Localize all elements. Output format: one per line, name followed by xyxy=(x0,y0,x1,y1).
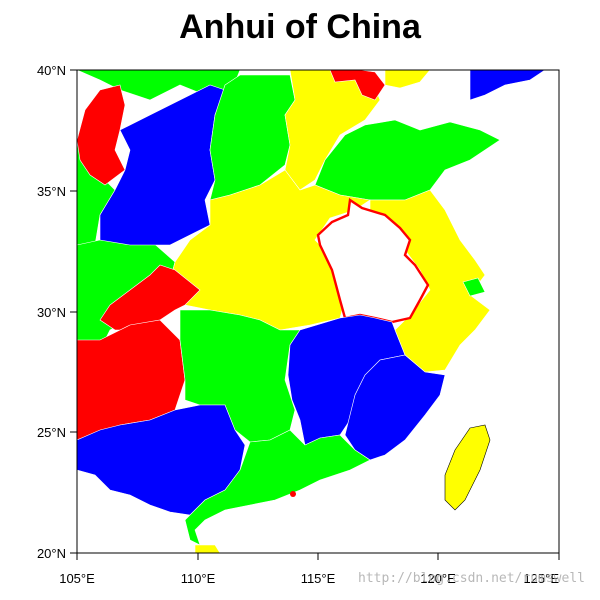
region-guangdong xyxy=(184,429,371,546)
region-shanghai xyxy=(462,277,486,297)
lon-axis: 105°E 110°E 115°E 120°E 125°E xyxy=(59,553,560,586)
lat-axis: 40°N 35°N 30°N 25°N 20°N xyxy=(37,63,77,561)
region-hainan xyxy=(194,544,221,553)
lat-tick-label: 35°N xyxy=(37,184,66,199)
region-taiwan xyxy=(444,424,491,511)
region-northeast xyxy=(469,70,546,101)
watermark-text: http://blog.csdn.net/rumswell xyxy=(358,571,585,586)
lat-tick-label: 20°N xyxy=(37,546,66,561)
region-liaoning xyxy=(384,70,431,89)
lat-tick-label: 30°N xyxy=(37,305,66,320)
lon-tick-label: 115°E xyxy=(301,571,336,586)
lat-tick-label: 25°N xyxy=(37,425,66,440)
region-chongqing xyxy=(99,264,201,331)
region-beijing xyxy=(329,70,386,101)
lon-tick-label: 105°E xyxy=(59,571,95,586)
region-shanxi xyxy=(209,74,296,201)
lon-tick-label: 110°E xyxy=(181,571,216,586)
lat-tick-label: 40°N xyxy=(37,63,66,78)
map-title: Anhui of China xyxy=(179,8,421,46)
region-ningxia xyxy=(77,84,126,186)
province-regions xyxy=(77,70,546,553)
lon-tick-label: 120°E xyxy=(420,571,456,586)
lon-tick-label: 125°E xyxy=(523,571,559,586)
region-hongkong xyxy=(290,491,296,497)
